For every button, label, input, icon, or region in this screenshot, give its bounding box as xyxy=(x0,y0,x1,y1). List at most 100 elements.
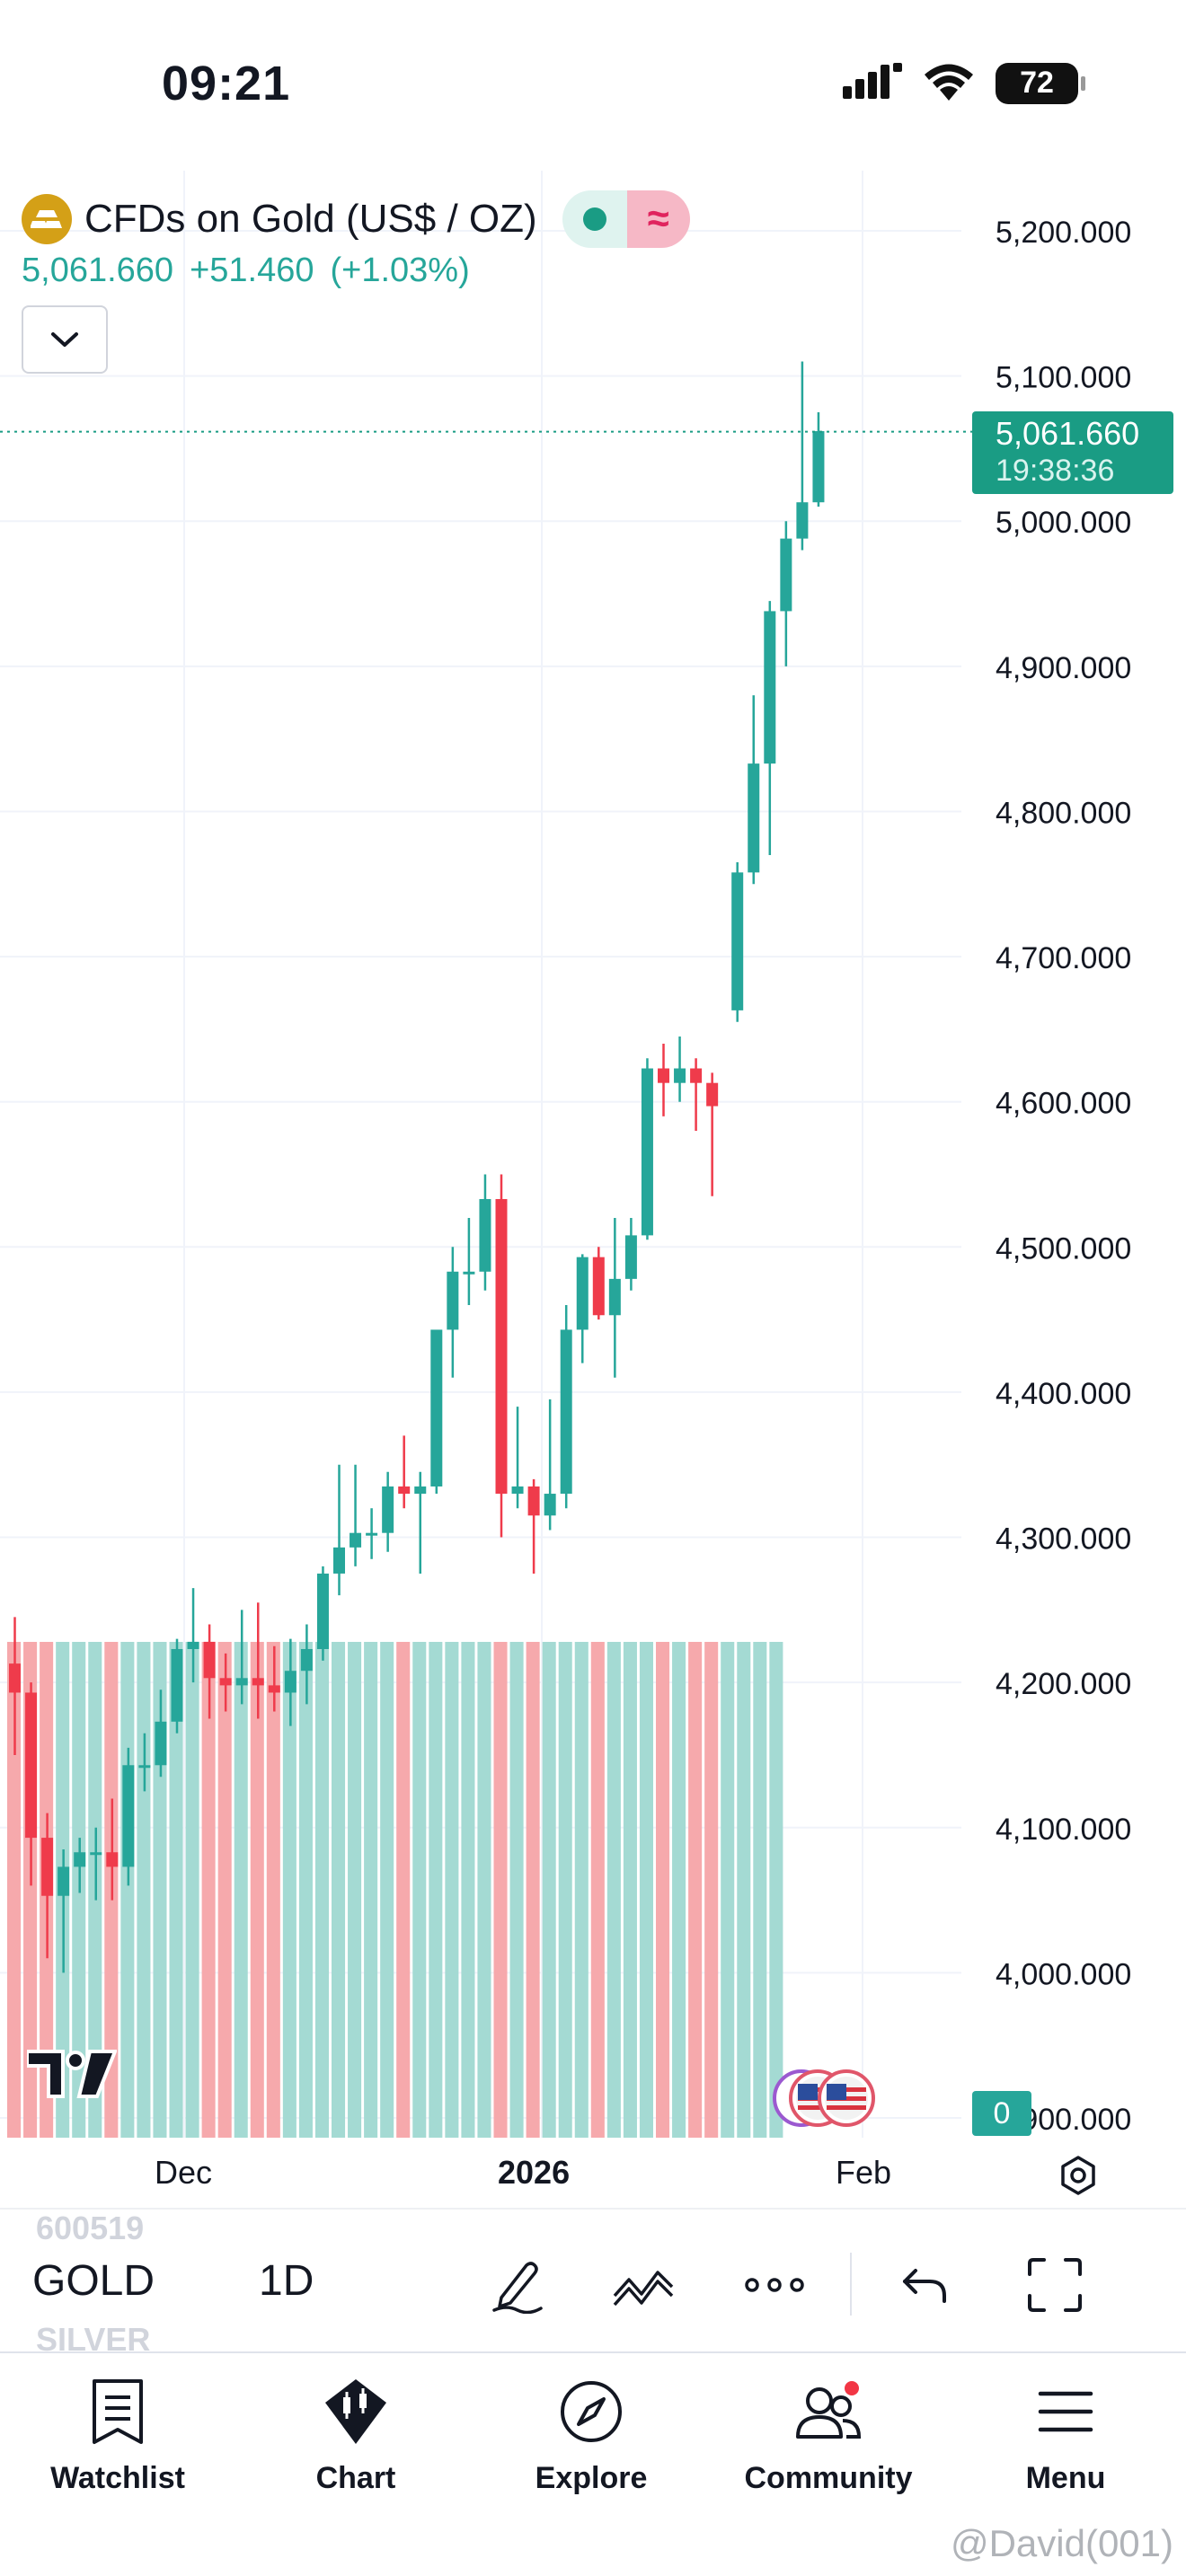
y-axis-label: 4,700.000 xyxy=(996,941,1131,975)
volume-bar xyxy=(493,1642,508,2138)
volume-bar xyxy=(282,1642,296,2138)
candle-body xyxy=(414,1486,427,1495)
price-tag-value: 5,061.660 xyxy=(996,415,1140,452)
volume-bar xyxy=(137,1642,151,2138)
nav-menu[interactable]: Menu xyxy=(958,2371,1173,2496)
interval-button[interactable]: 1D xyxy=(259,2257,314,2305)
candle-body xyxy=(463,1271,475,1275)
tradingview-logo-icon[interactable] xyxy=(25,2048,118,2104)
candle-body xyxy=(219,1678,232,1686)
y-axis-label: 5,100.000 xyxy=(996,361,1131,395)
y-axis-label: 4,500.000 xyxy=(996,1231,1131,1266)
last-price-tag: 5,061.660 19:38:36 xyxy=(972,411,1173,494)
candle-body xyxy=(138,1765,151,1769)
candle-body xyxy=(300,1648,313,1672)
symbol-title[interactable]: CFDs on Gold (US$ / OZ) xyxy=(84,197,537,241)
volume-bar xyxy=(153,1642,167,2138)
more-dots-icon xyxy=(745,2278,804,2292)
candle-body xyxy=(544,1494,556,1516)
candle-body xyxy=(479,1198,491,1272)
volume-bar xyxy=(721,1642,735,2138)
volume-bar xyxy=(737,1642,751,2138)
chart-settings-button[interactable] xyxy=(1053,2150,1103,2201)
volume-bar xyxy=(396,1642,411,2138)
candle-body xyxy=(268,1685,280,1693)
volume-bar xyxy=(590,1642,605,2138)
nav-community-label: Community xyxy=(744,2461,913,2495)
volume-bar xyxy=(639,1642,653,2138)
volume-bar xyxy=(314,1642,329,2138)
menu-icon xyxy=(1025,2371,1106,2452)
fullscreen-icon xyxy=(1028,2258,1082,2312)
more-options-button[interactable] xyxy=(739,2249,810,2321)
candle-body xyxy=(25,1692,38,1839)
indicators-button[interactable] xyxy=(607,2249,679,2321)
volume-bar xyxy=(348,1642,362,2138)
volume-value-tag: 0 xyxy=(972,2091,1031,2136)
drawing-tools-button[interactable] xyxy=(482,2249,553,2321)
volume-bar xyxy=(332,1642,346,2138)
candle-body xyxy=(41,1838,54,1896)
candle-body xyxy=(58,1866,70,1896)
nav-explore[interactable]: Explore xyxy=(483,2371,699,2496)
volume-bar xyxy=(509,1642,524,2138)
y-axis-label: 4,800.000 xyxy=(996,796,1131,830)
volume-bar xyxy=(298,1642,313,2138)
symbol-button[interactable]: GOLD xyxy=(32,2257,155,2305)
nav-community[interactable]: Community xyxy=(721,2371,936,2496)
candle-body xyxy=(333,1547,345,1574)
candle-body xyxy=(764,611,776,764)
candle-body xyxy=(447,1271,459,1330)
candle-body xyxy=(731,872,744,1010)
time-label-feb: Feb xyxy=(836,2154,892,2191)
volume-bar xyxy=(526,1642,540,2138)
price-change-pct: (+1.03%) xyxy=(330,251,470,289)
volume-bar xyxy=(606,1642,621,2138)
candle-body xyxy=(252,1678,264,1686)
volume-bar xyxy=(769,1642,783,2138)
watermark: @David(001) xyxy=(950,2522,1173,2564)
volume-bar xyxy=(429,1642,443,2138)
volume-bar xyxy=(185,1642,199,2138)
candle-body xyxy=(560,1329,572,1495)
status-bar: 09:21 72 xyxy=(0,0,1186,171)
nav-watchlist[interactable]: Watchlist xyxy=(10,2371,226,2496)
y-axis-label: 4,200.000 xyxy=(996,1667,1131,1701)
candle-body xyxy=(155,1721,167,1766)
y-axis-label: 4,600.000 xyxy=(996,1087,1131,1121)
nav-chart[interactable]: Chart xyxy=(248,2371,464,2496)
indicators-icon xyxy=(613,2271,674,2307)
time-axis[interactable]: Dec 2026 Feb xyxy=(0,2138,1186,2210)
y-axis-label: 4,400.000 xyxy=(996,1377,1131,1411)
gold-bars-icon xyxy=(22,194,72,244)
candle-body xyxy=(748,763,760,873)
volume-bar xyxy=(169,1642,183,2138)
volume-bar xyxy=(753,1642,767,2138)
symbol-legend[interactable]: CFDs on Gold (US$ / OZ) ≈ xyxy=(22,190,690,248)
chart-area[interactable]: 5,200.000 5,100.000 5,000.000 4,900.000 4,80… xyxy=(0,171,1186,2138)
chart-toolbar: 600519 GOLD 1D SILVER xyxy=(0,2210,1186,2358)
volume-bar xyxy=(266,1642,280,2138)
candle-body xyxy=(9,1663,21,1693)
bar-countdown: 19:38:36 xyxy=(996,454,1115,488)
volume-bar xyxy=(558,1642,572,2138)
price-change: +51.460 xyxy=(190,251,314,289)
status-time: 09:21 xyxy=(162,57,291,110)
cfd-wave-icon: ≈ xyxy=(626,190,690,248)
candle-body xyxy=(527,1486,540,1516)
market-status-pill[interactable]: ≈ xyxy=(562,190,690,248)
chart-icon xyxy=(315,2371,396,2452)
undo-button[interactable] xyxy=(890,2249,961,2321)
toolbar-divider xyxy=(850,2253,852,2316)
economic-events-badges[interactable] xyxy=(771,2068,879,2135)
legend-collapse-button[interactable] xyxy=(22,305,108,374)
candlestick-chart[interactable]: 5,200.000 5,100.000 5,000.000 4,900.000 4,80… xyxy=(0,171,1186,2138)
volume-bar xyxy=(201,1642,216,2138)
candle-body xyxy=(608,1278,621,1316)
volume-bar xyxy=(7,1642,22,2138)
y-axis-label: 4,100.000 xyxy=(996,1813,1131,1847)
price-summary: 5,061.660 +51.460 (+1.03%) xyxy=(22,251,470,290)
candle-body xyxy=(430,1329,443,1486)
candle-body xyxy=(203,1641,216,1679)
fullscreen-button[interactable] xyxy=(1019,2249,1091,2321)
